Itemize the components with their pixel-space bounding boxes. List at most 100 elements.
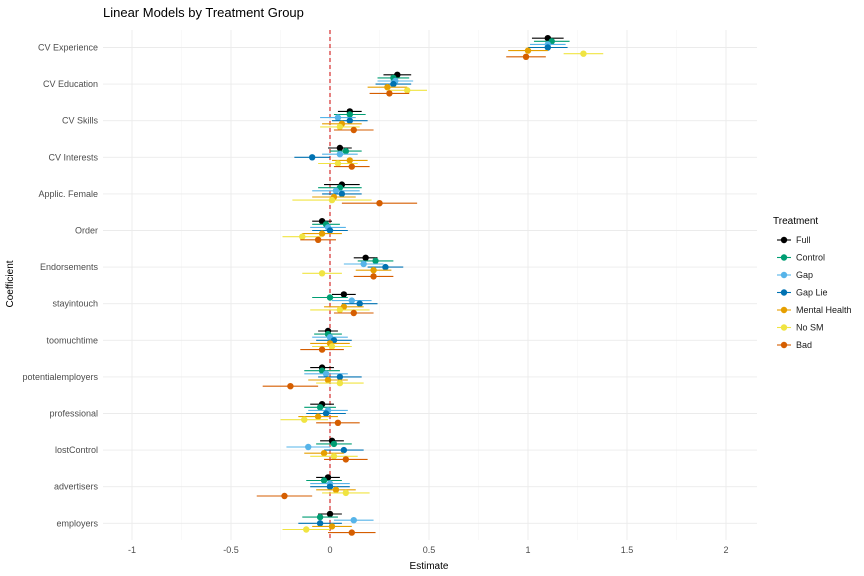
- point: [384, 84, 391, 91]
- point: [350, 126, 357, 134]
- legend-label: Gap: [796, 270, 813, 280]
- point: [316, 513, 324, 521]
- y-tick-label: professional: [49, 409, 98, 419]
- point: [332, 187, 340, 194]
- y-axis-label: Coefficient: [5, 260, 16, 307]
- point: [334, 160, 342, 167]
- legend-item: Mental Health: [777, 305, 852, 315]
- legend-item: Gap: [777, 270, 813, 280]
- point: [346, 117, 353, 124]
- point: [326, 510, 334, 518]
- point: [336, 123, 344, 131]
- point: [336, 144, 344, 152]
- point: [334, 114, 342, 121]
- y-tick-label: CV Skills: [62, 116, 99, 126]
- legend: Treatment Full Control Gap Gap Lie Mental He…: [773, 216, 852, 350]
- point: [330, 453, 338, 460]
- series-gap: [286, 41, 566, 524]
- x-tick-label: 2: [723, 545, 728, 555]
- series-no-sm: [280, 50, 604, 533]
- x-tick-label: -1: [128, 545, 136, 555]
- point: [340, 446, 348, 454]
- legend-label: Control: [796, 253, 825, 263]
- legend-label: No SM: [796, 323, 824, 333]
- y-tick-labels: CV Experience CV Education CV Skills CV Int…: [22, 43, 98, 529]
- point: [372, 257, 379, 265]
- point: [330, 440, 338, 448]
- x-tick-label: 0.5: [423, 545, 436, 555]
- point: [308, 154, 316, 161]
- legend-key-point: [780, 271, 788, 279]
- y-tick-label: stayintouch: [52, 299, 98, 309]
- y-tick-label: CV Education: [43, 79, 98, 89]
- point: [522, 53, 530, 60]
- grid: [103, 30, 757, 540]
- series-gap-lie: [294, 44, 568, 527]
- point: [348, 297, 355, 304]
- point: [305, 443, 312, 451]
- x-tick-label: 1: [525, 545, 530, 555]
- point: [336, 151, 344, 158]
- legend-item: Gap Lie: [777, 288, 828, 298]
- point: [332, 486, 340, 493]
- point: [580, 50, 587, 57]
- point: [324, 376, 332, 384]
- point: [336, 306, 344, 314]
- legend-item: Full: [777, 235, 811, 245]
- legend-item: Control: [777, 253, 825, 263]
- legend-key-point: [780, 341, 788, 349]
- legend-key-point: [780, 324, 788, 331]
- legend-label: Bad: [796, 340, 812, 350]
- point: [303, 526, 310, 533]
- y-tick-label: CV Interests: [48, 152, 98, 162]
- point: [340, 291, 348, 298]
- point: [320, 450, 328, 457]
- y-tick-label: employers: [56, 518, 98, 528]
- y-tick-label: advertisers: [54, 482, 99, 492]
- point: [322, 370, 330, 377]
- point: [390, 80, 397, 88]
- point: [326, 483, 334, 490]
- point: [299, 233, 306, 240]
- point: [382, 263, 389, 271]
- y-tick-label: Applic. Female: [38, 189, 98, 199]
- legend-key-point: [780, 289, 788, 296]
- point: [318, 270, 326, 277]
- legend-key-point: [780, 236, 788, 244]
- point: [336, 379, 344, 387]
- point: [320, 477, 328, 484]
- y-tick-label: CV Experience: [38, 43, 98, 53]
- point: [318, 230, 326, 237]
- point: [346, 111, 353, 118]
- point: [376, 200, 383, 207]
- y-tick-label: lostControl: [55, 445, 98, 455]
- point: [370, 273, 377, 280]
- point: [342, 489, 350, 497]
- point: [362, 254, 369, 261]
- point: [524, 47, 532, 54]
- series-layer: [256, 35, 604, 536]
- point: [326, 294, 334, 301]
- point: [350, 309, 357, 317]
- legend-key-point: [780, 306, 788, 314]
- point: [316, 520, 324, 527]
- x-axis-label: Estimate: [410, 561, 449, 572]
- series-bad: [256, 53, 546, 536]
- point: [348, 529, 355, 536]
- y-tick-label: potentialemployers: [22, 372, 98, 382]
- point: [348, 163, 355, 170]
- x-tick-label: 0: [327, 545, 332, 555]
- x-tick-label: 1.5: [621, 545, 634, 555]
- legend-item: Bad: [777, 340, 812, 350]
- point: [316, 404, 324, 411]
- point: [281, 492, 288, 500]
- series-full: [310, 35, 564, 518]
- legend-key-point: [780, 254, 788, 261]
- legend-item: No SM: [777, 323, 824, 333]
- legend-label: Gap Lie: [796, 288, 828, 298]
- point: [336, 373, 344, 381]
- legend-label: Mental Health: [796, 305, 852, 315]
- point: [346, 157, 353, 164]
- point: [370, 267, 377, 274]
